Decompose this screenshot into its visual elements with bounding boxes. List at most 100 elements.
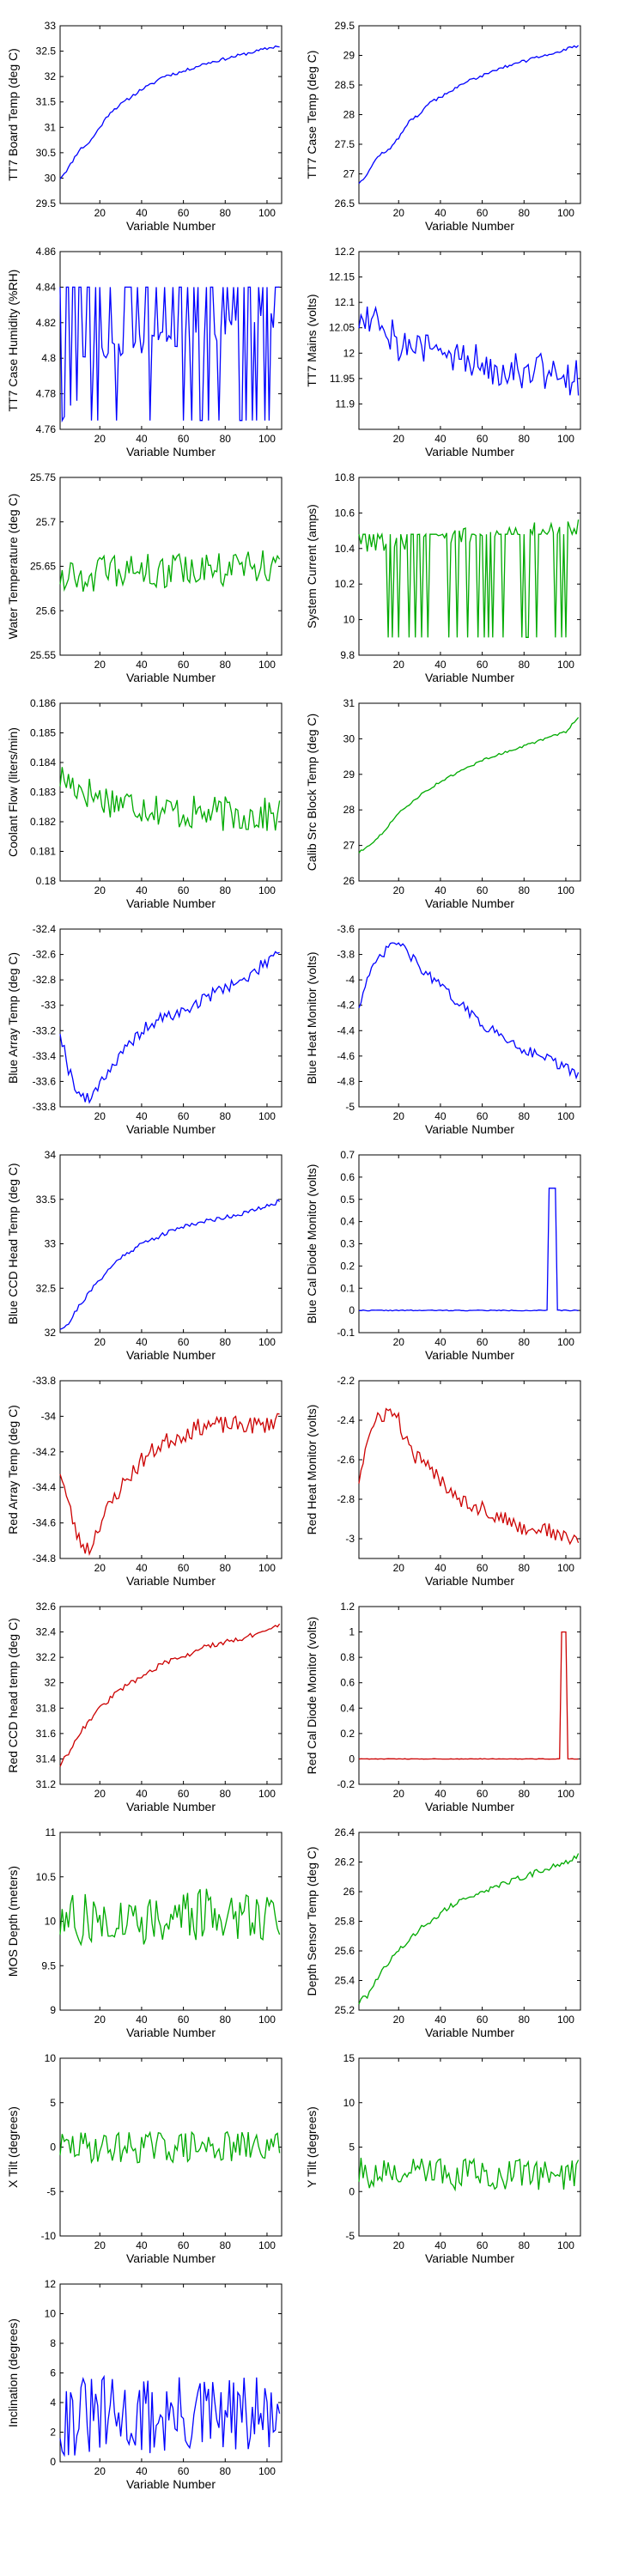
x-tick-label: 80: [220, 1110, 232, 1122]
y-tick-label: 10.2: [335, 578, 355, 590]
plot-frame: [59, 1154, 283, 1334]
y-tick-label: -10: [41, 2230, 57, 2242]
series-line: [59, 1623, 281, 1767]
chart-panel: -33.8 -33.6 -33.4 -33.2 -33 -32.8 -32.6 -32.4 20…: [6, 923, 283, 1136]
plot-frame: [59, 25, 283, 204]
plot-frame: [59, 2283, 283, 2463]
plot-frame: [59, 2057, 283, 2237]
y-tick-label: 10: [45, 2308, 57, 2320]
y-tick-label: 0.6: [340, 1677, 355, 1689]
x-tick-label: 40: [136, 207, 148, 219]
y-tick-label: -33.8: [33, 1375, 57, 1387]
y-tick-label: -32.6: [33, 949, 57, 961]
y-tick-label: -4.2: [337, 999, 355, 1012]
y-tick-label: 9.8: [340, 649, 355, 661]
x-tick-label: 80: [220, 884, 232, 896]
y-tick-label: 31: [45, 121, 57, 133]
chart-panel: 32 32.5 33 33.5 34 20 40 60 80 100 Variable Number…: [6, 1149, 283, 1362]
series-line: [358, 45, 580, 185]
series-line: [59, 767, 281, 831]
y-tick-label: -3.8: [337, 949, 355, 961]
x-tick-label: 60: [477, 1788, 489, 1800]
y-tick-label: 25.6: [335, 1945, 355, 1957]
y-tick-label: 0.3: [340, 1238, 355, 1250]
x-axis-label: Variable Number: [126, 1800, 216, 1814]
x-tick-label: 100: [557, 1788, 574, 1800]
y-axis-label: Red Heat Monitor (volts): [305, 1405, 319, 1535]
y-tick-label: 10.8: [335, 471, 355, 483]
y-tick-label: 27: [343, 168, 355, 180]
y-tick-label: 30.5: [36, 147, 57, 159]
x-tick-label: 100: [258, 1336, 276, 1348]
x-tick-label: 100: [557, 2239, 574, 2251]
y-tick-label: -33.4: [33, 1050, 57, 1062]
x-tick-label: 100: [258, 1562, 276, 1574]
y-tick-label: 10.5: [36, 1871, 57, 1883]
x-tick-label: 60: [178, 433, 190, 445]
y-tick-label: 15: [343, 2052, 355, 2064]
x-tick-label: 40: [434, 433, 447, 445]
x-tick-label: 60: [477, 1562, 489, 1574]
y-tick-label: 4.76: [36, 423, 57, 435]
y-tick-label: 10: [45, 1916, 57, 1928]
y-tick-label: 32.6: [36, 1601, 57, 1613]
x-tick-label: 60: [477, 884, 489, 896]
x-tick-label: 80: [220, 1562, 232, 1574]
x-axis-label: Variable Number: [425, 1348, 514, 1362]
x-tick-label: 20: [94, 1110, 106, 1122]
x-tick-label: 40: [434, 884, 447, 896]
x-axis-label: Variable Number: [126, 2477, 216, 2491]
x-tick-label: 20: [94, 1562, 106, 1574]
x-tick-label: 60: [178, 2239, 190, 2251]
x-tick-label: 40: [136, 1562, 148, 1574]
chart-panel: -10 -5 0 5 10 20 40 60 80 100 Variable Number X Til…: [6, 2052, 283, 2265]
x-tick-label: 100: [258, 1788, 276, 1800]
chart-panel: -34.8 -34.6 -34.4 -34.2 -34 -33.8 20 40 60 80 100 V…: [6, 1375, 283, 1588]
y-tick-label: -34.2: [33, 1446, 57, 1458]
y-axis-label: TT7 Mains (volts): [305, 294, 319, 386]
x-tick-label: 80: [519, 1336, 531, 1348]
y-tick-label: -4: [345, 974, 355, 986]
x-tick-label: 80: [220, 207, 232, 219]
y-tick-label: 12.15: [329, 271, 355, 283]
x-tick-label: 20: [94, 1336, 106, 1348]
y-axis-label: Blue CCD Head Temp (deg C): [6, 1163, 20, 1324]
x-tick-label: 80: [220, 1788, 232, 1800]
x-tick-label: 100: [557, 1336, 574, 1348]
plot-frame: [358, 251, 581, 430]
y-tick-label: -33: [41, 999, 57, 1012]
chart-panel: -0.2 0 0.2 0.4 0.6 0.8 1 1.2 20 40 60 80 100 Variable…: [305, 1601, 581, 1814]
x-axis-label: Variable Number: [126, 1122, 216, 1136]
y-tick-label: 26.4: [335, 1826, 355, 1838]
y-tick-label: 25.55: [30, 649, 56, 661]
plot-frame: [59, 251, 283, 430]
x-tick-label: 20: [94, 2465, 106, 2477]
y-tick-label: 28.5: [335, 79, 355, 91]
series-line: [358, 717, 580, 854]
series-line: [59, 2374, 281, 2458]
y-tick-label: -33.8: [33, 1101, 57, 1113]
x-tick-label: 20: [393, 207, 405, 219]
y-tick-label: 25.6: [36, 605, 57, 617]
y-tick-label: 29: [343, 769, 355, 781]
x-tick-label: 40: [434, 2014, 447, 2026]
x-axis-label: Variable Number: [126, 2026, 216, 2039]
chart-panel: -5 0 5 10 15 20 40 60 80 100 Variable Number Y Tilt…: [305, 2052, 581, 2265]
y-tick-label: 0: [50, 2142, 56, 2154]
y-tick-label: 31.4: [36, 1753, 57, 1765]
y-tick-label: 0.7: [340, 1149, 355, 1161]
series-line: [59, 45, 280, 179]
y-tick-label: 4: [50, 2397, 56, 2409]
x-tick-label: 80: [519, 1110, 531, 1122]
y-tick-label: 32.2: [36, 1651, 57, 1663]
y-tick-label: -4.4: [337, 1024, 355, 1036]
x-tick-label: 40: [136, 1110, 148, 1122]
x-tick-label: 100: [258, 2239, 276, 2251]
x-tick-label: 80: [220, 659, 232, 671]
x-axis-label: Variable Number: [425, 896, 514, 910]
y-tick-label: 4.82: [36, 317, 57, 329]
x-tick-label: 40: [434, 207, 447, 219]
chart-panel: 31.2 31.4 31.6 31.8 32 32.2 32.4 32.6 20 40 60 80 10…: [6, 1601, 283, 1814]
x-tick-label: 20: [94, 1788, 106, 1800]
x-tick-label: 40: [136, 1788, 148, 1800]
